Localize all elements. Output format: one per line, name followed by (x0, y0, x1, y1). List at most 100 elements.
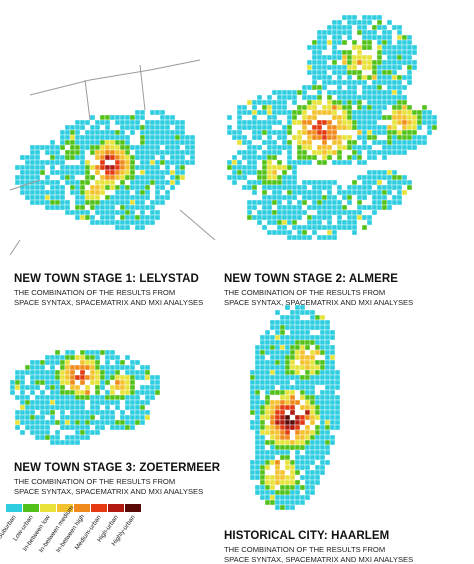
map-cell (24, 404, 31, 411)
map-cell (299, 459, 306, 466)
map-cell (264, 484, 271, 491)
map-cell (401, 189, 408, 196)
map-cell (311, 84, 318, 91)
map-cell (59, 134, 66, 141)
map-cell (236, 114, 243, 121)
map-cell (279, 349, 286, 356)
map-cell (114, 144, 121, 151)
map-cell (326, 89, 333, 96)
map-cell (266, 179, 273, 186)
map-cell (29, 404, 36, 411)
map-cell (179, 174, 186, 181)
map-cell (316, 149, 323, 156)
map-cell (376, 24, 383, 31)
map-cell (294, 379, 301, 386)
map-cell (279, 484, 286, 491)
map-cell (124, 124, 131, 131)
map-cell (34, 399, 41, 406)
map-cell (319, 314, 326, 321)
map-cell (54, 434, 61, 441)
map-cell (94, 369, 101, 376)
map-cell (319, 414, 326, 421)
map-cell (154, 379, 161, 386)
map-cell (44, 374, 51, 381)
map-cell (376, 114, 383, 121)
map-cell (324, 349, 331, 356)
map-cell (274, 504, 281, 511)
map-cell (84, 364, 91, 371)
map-cell (59, 399, 66, 406)
map-cell (304, 319, 311, 326)
legend-swatch-in-between-medium (57, 504, 73, 512)
map-cell (69, 179, 76, 186)
map-cell (274, 494, 281, 501)
map-cell (371, 209, 378, 216)
map-cell (84, 354, 91, 361)
map-cell (356, 24, 363, 31)
map-cell (114, 114, 121, 121)
map-cell (301, 89, 308, 96)
map-cell (84, 164, 91, 171)
map-cell (304, 494, 311, 501)
map-cell (411, 59, 418, 66)
map-cell (79, 369, 86, 376)
map-cell (361, 174, 368, 181)
map-cell (74, 424, 81, 431)
map-cell (406, 44, 413, 51)
map-cell (289, 504, 296, 511)
map-cell (24, 154, 31, 161)
map-cell (189, 134, 196, 141)
map-cell (39, 434, 46, 441)
map-cell (154, 149, 161, 156)
map-cell (19, 384, 26, 391)
map-cell (334, 404, 341, 411)
map-cell (361, 134, 368, 141)
map-cell (14, 379, 21, 386)
map-cell (119, 144, 126, 151)
map-cell (274, 389, 281, 396)
map-cell (246, 124, 253, 131)
map-cell (296, 129, 303, 136)
map-cell (321, 84, 328, 91)
map-cell (154, 164, 161, 171)
map-cell (326, 99, 333, 106)
map-cell (24, 194, 31, 201)
map-cell (134, 219, 141, 226)
map-cell (251, 184, 258, 191)
map-cell (134, 114, 141, 121)
map-cell (361, 104, 368, 111)
map-cell (44, 429, 51, 436)
map-cell (346, 34, 353, 41)
map-cell (119, 204, 126, 211)
map-cell (89, 354, 96, 361)
map-cell (94, 359, 101, 366)
map-cell (371, 134, 378, 141)
map-cell (89, 204, 96, 211)
map-cell (34, 434, 41, 441)
map-cell (346, 224, 353, 231)
map-cell (286, 194, 293, 201)
map-cell (69, 184, 76, 191)
map-cell (274, 489, 281, 496)
map-cell (336, 124, 343, 131)
map-cell (284, 334, 291, 341)
map-cell (371, 64, 378, 71)
map-cell (159, 179, 166, 186)
map-cell (299, 464, 306, 471)
map-cell (391, 59, 398, 66)
map-cell (361, 139, 368, 146)
map-cell (284, 434, 291, 441)
map-cell (301, 224, 308, 231)
map-cell (304, 404, 311, 411)
map-cell (144, 129, 151, 136)
map-cell (174, 144, 181, 151)
map-cell (269, 474, 276, 481)
map-cell (319, 339, 326, 346)
map-cell (406, 114, 413, 121)
map-cell (286, 144, 293, 151)
map-cell (341, 39, 348, 46)
map-cell (324, 329, 331, 336)
map-cell (149, 159, 156, 166)
map-cell (396, 144, 403, 151)
map-cell (291, 114, 298, 121)
